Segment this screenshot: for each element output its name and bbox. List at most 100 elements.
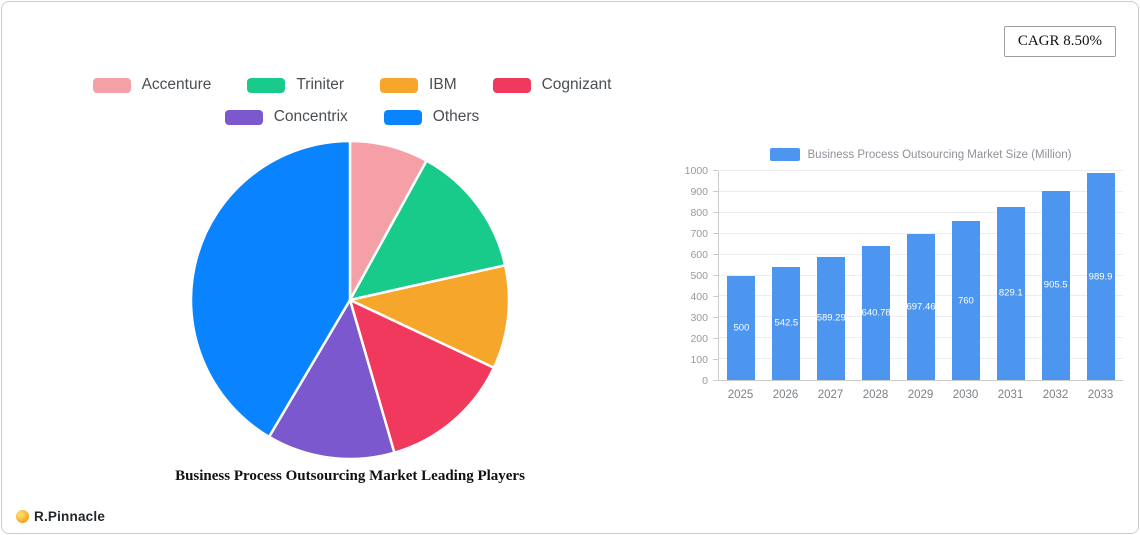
legend-item-triniter[interactable]: Triniter	[247, 76, 344, 94]
x-axis-tick-label: 2029	[907, 389, 934, 401]
legend-swatch-icon	[92, 77, 131, 93]
legend-swatch-icon	[380, 77, 419, 93]
y-axis-tick-label: 700	[690, 228, 708, 240]
legend-swatch-icon	[383, 109, 422, 125]
bar-plot: 500 542.5 589.29 640.78 697.46 760 829.1 905.5 9…	[718, 170, 1123, 381]
brand-circle-icon	[16, 510, 29, 523]
legend-swatch-icon	[247, 77, 286, 93]
y-axis-tick-label: 300	[690, 312, 708, 324]
legend-label: IBM	[429, 76, 457, 93]
x-axis-tick-label: 2026	[772, 389, 799, 401]
bar-value-label: 760	[957, 295, 974, 307]
bar-slot: 697.46	[899, 171, 944, 380]
pie-slice-cognizant[interactable]	[348, 298, 496, 454]
bar-chart-area: Business Process Outsourcing Market Size…	[674, 148, 1134, 401]
brand-name: R.Pinnacle	[34, 509, 106, 524]
pie-title: Business Process Outsourcing Market Lead…	[175, 468, 525, 484]
bar-slot: 589.29	[809, 171, 854, 380]
pie-legend: Accenture Triniter IBM Cognizant Concentrix O…	[62, 76, 642, 126]
pie-legend-row: Concentrix Others	[62, 108, 642, 126]
legend-swatch-icon	[224, 109, 263, 125]
legend-label: Concentrix	[273, 108, 348, 125]
gridline	[719, 190, 1123, 192]
bar-slot: 829.1	[988, 171, 1033, 380]
bar-2028[interactable]: 640.78	[861, 246, 891, 380]
x-axis-tick-label: 2033	[1087, 389, 1114, 401]
legend-item-concentrix[interactable]: Concentrix	[224, 108, 348, 126]
gridline	[719, 170, 1123, 171]
bar-legend-label: Business Process Outsourcing Market Size…	[807, 148, 1072, 161]
y-axis-tick	[713, 254, 718, 255]
legend-label: Triniter	[296, 76, 345, 93]
x-axis-tick-label: 2030	[952, 389, 979, 401]
legend-item-accenture[interactable]: Accenture	[92, 76, 212, 94]
bar-value-label: 500	[733, 322, 750, 334]
y-axis-tick-label: 100	[690, 354, 708, 366]
pie-slice-others[interactable]	[189, 139, 352, 439]
bar-value-label: 542.5	[774, 317, 799, 329]
y-axis-tick-label: 900	[690, 186, 708, 198]
y-axis-tick	[713, 338, 718, 339]
bar-slot: 542.5	[764, 171, 809, 380]
bar-value-label: 697.46	[906, 301, 936, 313]
legend-item-cognizant[interactable]: Cognizant	[492, 76, 612, 94]
bar-chart-legend[interactable]: Business Process Outsourcing Market Size…	[718, 148, 1123, 161]
y-axis-tick-label: 500	[690, 270, 708, 282]
pie-slice-ibm[interactable]	[348, 264, 511, 369]
bar-slot: 500	[719, 171, 764, 380]
bar-2026[interactable]: 542.5	[772, 266, 801, 380]
bar-series: 500 542.5 589.29 640.78 697.46 760 829.1 905.5 9…	[719, 171, 1123, 380]
legend-label: Others	[432, 108, 480, 125]
legend-label: Accenture	[141, 76, 212, 93]
x-axis-tick-label: 2028	[862, 389, 889, 401]
bar-legend-swatch-icon	[769, 148, 800, 161]
bar-value-label: 640.78	[861, 307, 891, 319]
x-axis-tick-label: 2032	[1042, 389, 1069, 401]
y-axis-tick	[713, 359, 718, 360]
bar-slot: 640.78	[854, 171, 899, 380]
y-axis-tick-label: 800	[690, 207, 708, 219]
y-axis-tick-label: 200	[690, 333, 708, 345]
y-axis-tick-label: 400	[690, 291, 708, 303]
x-axis-tick-label: 2025	[727, 389, 754, 401]
pie-slice-triniter[interactable]	[348, 159, 507, 302]
legend-swatch-icon	[492, 77, 531, 93]
bar-2029[interactable]: 697.46	[906, 234, 936, 380]
pie-legend-row: Accenture Triniter IBM Cognizant	[62, 76, 642, 94]
legend-label: Cognizant	[541, 76, 612, 93]
y-axis-tick	[713, 233, 718, 234]
gridline	[719, 211, 1123, 213]
x-axis-tick-label: 2027	[817, 389, 844, 401]
y-axis-tick	[713, 296, 718, 297]
bar-y-axis: 0 100 200 300 400 500 600 700 800 900 1000	[674, 165, 718, 387]
legend-item-ibm[interactable]: IBM	[380, 76, 457, 94]
bar-2032[interactable]: 905.5	[1041, 190, 1070, 380]
bar-slot: 905.5	[1033, 171, 1078, 380]
bar-slot: 760	[943, 171, 988, 380]
y-axis-tick	[713, 191, 718, 192]
bar-2031[interactable]: 829.1	[996, 206, 1025, 380]
bar-value-label: 829.1	[998, 287, 1023, 299]
pie-chart	[189, 139, 511, 461]
cagr-badge: CAGR 8.50%	[1003, 26, 1116, 57]
x-axis-tick-label: 2031	[997, 389, 1024, 401]
bar-2025[interactable]: 500	[727, 275, 756, 380]
y-axis-tick	[713, 317, 718, 318]
gridline	[719, 232, 1123, 234]
legend-item-others[interactable]: Others	[383, 108, 480, 126]
pie-slice-concentrix[interactable]	[267, 298, 396, 461]
bar-value-label: 589.29	[816, 312, 846, 324]
y-axis-tick	[713, 170, 718, 171]
bar-x-axis: 2025 2026 2027 2028 2029 2030 2031 2032 2033	[718, 389, 1123, 401]
y-axis-tick-label: 1000	[684, 165, 708, 177]
bar-2030[interactable]: 760	[951, 221, 980, 380]
y-axis-tick-label: 600	[690, 249, 708, 261]
bar-value-label: 905.5	[1043, 279, 1068, 291]
y-axis-tick	[713, 275, 718, 276]
bar-2033[interactable]: 989.9	[1086, 173, 1115, 380]
bar-2027[interactable]: 589.29	[816, 256, 846, 380]
bar-slot: 989.9	[1078, 171, 1123, 380]
brand-logo: R.Pinnacle	[16, 509, 105, 524]
y-axis-tick	[713, 380, 718, 381]
